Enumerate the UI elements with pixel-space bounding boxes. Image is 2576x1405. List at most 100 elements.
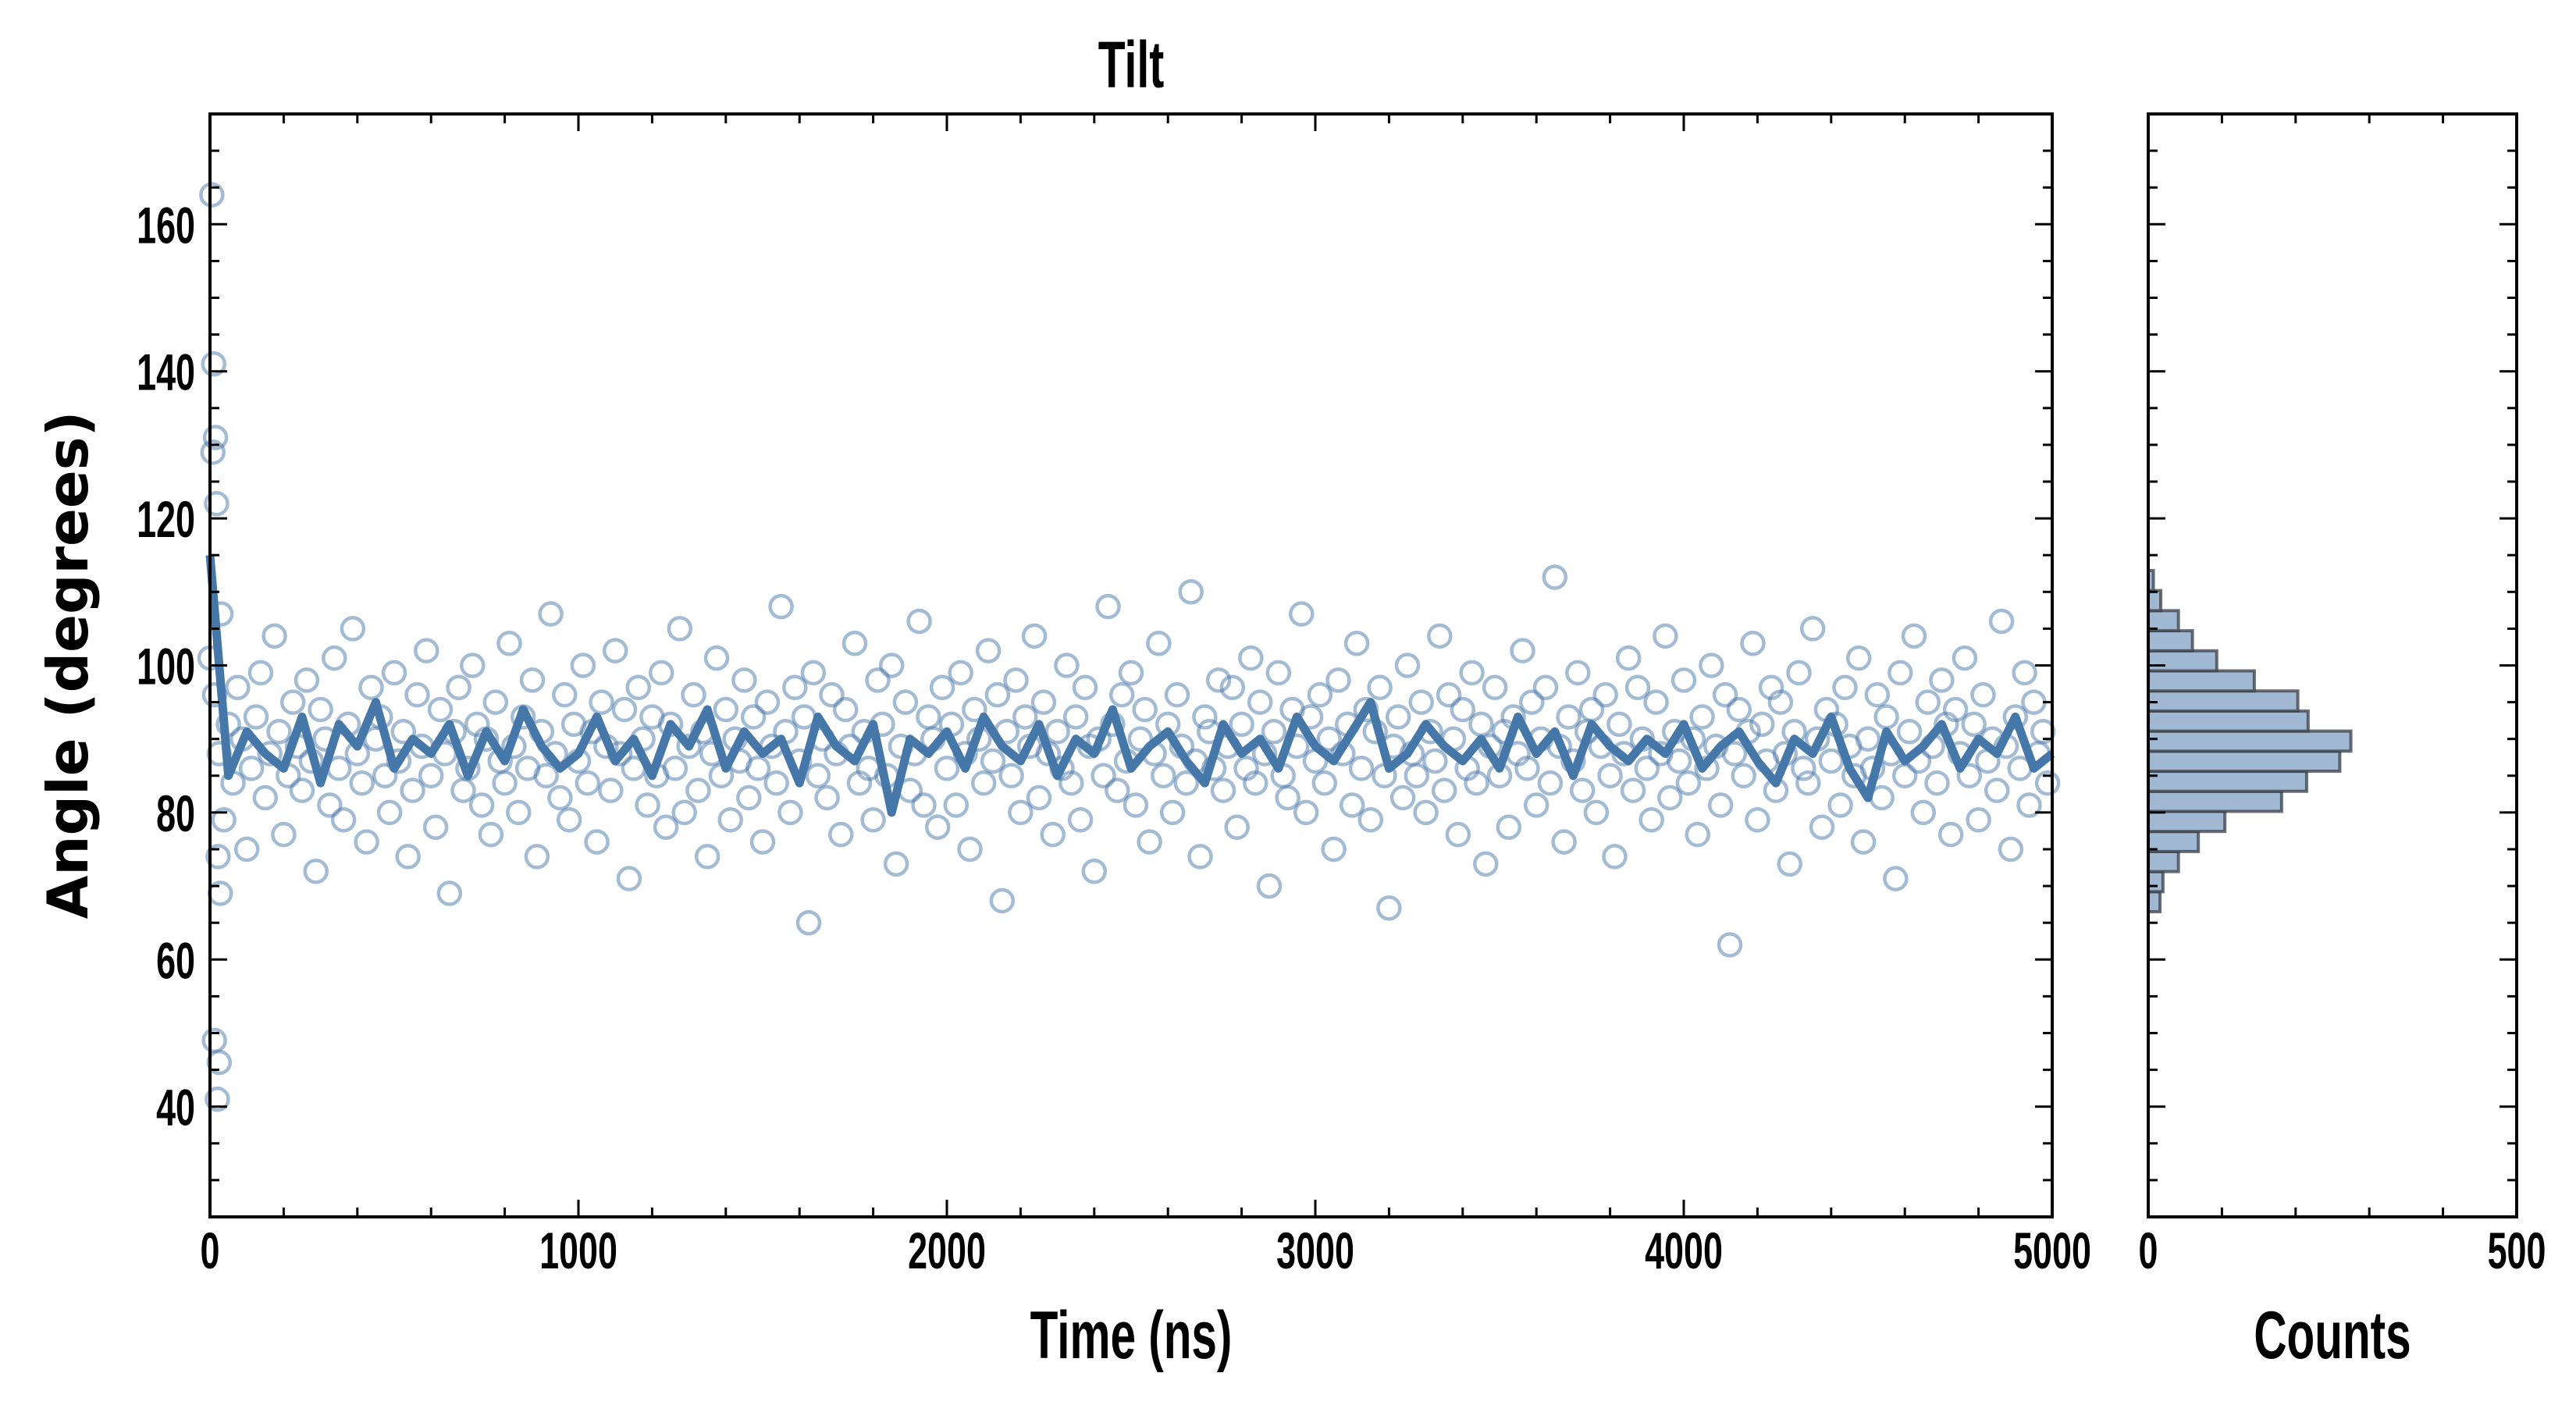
scatter-point: [740, 704, 767, 730]
scatter-point: [1726, 696, 1752, 723]
scatter-point: [1929, 667, 1955, 693]
scatter-point: [957, 836, 983, 863]
scatter-point: [1205, 667, 1232, 693]
scatter-point: [1657, 784, 1683, 811]
scatter-point: [768, 593, 794, 620]
scatter-point: [1229, 711, 1254, 738]
scatter-point: [400, 777, 425, 803]
scatter-point: [1883, 866, 1909, 891]
scatter-point: [989, 887, 1016, 914]
scatter-point: [878, 653, 905, 678]
scatter-point: [681, 681, 706, 708]
scatter-point: [1123, 792, 1149, 818]
scatter-point: [2034, 770, 2061, 796]
scatter-point: [1901, 623, 1927, 649]
histogram-bar: [2147, 890, 2162, 914]
scatter-point: [446, 674, 471, 701]
scatter-point: [1187, 844, 1213, 870]
y-tick-label: 60: [156, 932, 195, 990]
scatter-point: [984, 681, 1011, 708]
scatter-point: [1394, 653, 1421, 678]
scatter-point: [1247, 689, 1273, 715]
scatter-point: [200, 439, 226, 465]
scatter-point: [1915, 689, 1941, 715]
scatter-point: [1445, 821, 1471, 848]
scatter-point: [238, 756, 265, 781]
scatter-point: [1325, 667, 1351, 693]
scatter-point: [247, 660, 274, 686]
scatter-point: [1717, 932, 1743, 958]
scatter-layer: [197, 182, 2061, 1112]
scatter-point: [2012, 660, 2037, 686]
histogram-bar: [2147, 729, 2353, 753]
y-tick-label: 140: [137, 343, 195, 401]
scatter-point: [204, 491, 229, 517]
scatter-point: [1984, 777, 2010, 803]
scatter-point: [1137, 829, 1162, 855]
scatter-point: [575, 770, 601, 796]
scatter-point: [271, 821, 297, 848]
scatter-point: [1643, 689, 1669, 715]
scatter-point: [841, 630, 868, 656]
scatter-point: [1265, 660, 1292, 686]
histogram-bar: [2147, 709, 2310, 733]
scatter-point: [404, 681, 430, 708]
x-tick-label: 0: [201, 1222, 220, 1279]
scatter-point: [625, 674, 651, 701]
scatter-point: [1961, 711, 1987, 738]
scatter-point: [703, 645, 730, 671]
scatter-point: [1261, 719, 1287, 745]
scatter-point: [1072, 674, 1098, 701]
scatter-point: [1745, 807, 1770, 833]
scatter-point: [602, 638, 628, 663]
scatter-point: [1523, 792, 1550, 818]
scatter-point: [1385, 704, 1411, 730]
scatter-point: [450, 777, 476, 803]
scatter-point: [243, 704, 269, 730]
scatter-point: [1685, 821, 1710, 848]
scatter-point: [814, 784, 840, 811]
scatter-point: [202, 425, 229, 450]
scatter-point: [1026, 784, 1052, 811]
scatter-point: [1832, 674, 1858, 701]
scatter-point: [1592, 681, 1618, 708]
scatter-point: [1799, 616, 1826, 642]
scatter-point: [211, 807, 237, 833]
scatter-point: [552, 681, 578, 708]
scatter-point: [1496, 814, 1522, 840]
scatter-point: [1321, 836, 1347, 863]
scatter-point: [1422, 748, 1448, 774]
scatter-point: [414, 638, 439, 663]
scatter-point: [1256, 873, 1283, 899]
scatter-point: [611, 696, 638, 723]
scatter-point: [749, 829, 776, 855]
scatter-point: [1721, 741, 1748, 767]
scatter-point: [832, 696, 859, 723]
scatter-point: [860, 807, 886, 833]
scatter-point: [1731, 763, 1756, 789]
scatter-point: [206, 1049, 233, 1076]
scatter-point: [1620, 777, 1646, 803]
scatter-point: [1307, 681, 1333, 708]
scatter-point: [763, 770, 789, 796]
scatter-point: [1795, 770, 1821, 796]
scatter-point: [1777, 851, 1802, 877]
scatter-point: [998, 763, 1024, 789]
scatter-point: [1118, 660, 1144, 686]
scatter-point: [1164, 681, 1190, 708]
scatter-point: [390, 719, 417, 745]
scatter-point: [1519, 689, 1545, 715]
scatter-point: [570, 653, 596, 678]
scatter-point: [422, 814, 449, 840]
scatter-point: [980, 748, 1006, 774]
scatter-point: [1178, 579, 1204, 605]
histogram-x-tick-label: 0: [2139, 1222, 2158, 1279]
histogram-x-tick-label: 500: [2488, 1222, 2546, 1279]
histogram-bar: [2147, 809, 2227, 834]
scatter-point: [468, 792, 495, 818]
scatter-point: [906, 608, 932, 635]
scatter-point: [1219, 674, 1246, 701]
scatter-point: [1108, 681, 1135, 708]
histogram-bar: [2147, 749, 2342, 774]
running-average-line: [205, 554, 2055, 817]
